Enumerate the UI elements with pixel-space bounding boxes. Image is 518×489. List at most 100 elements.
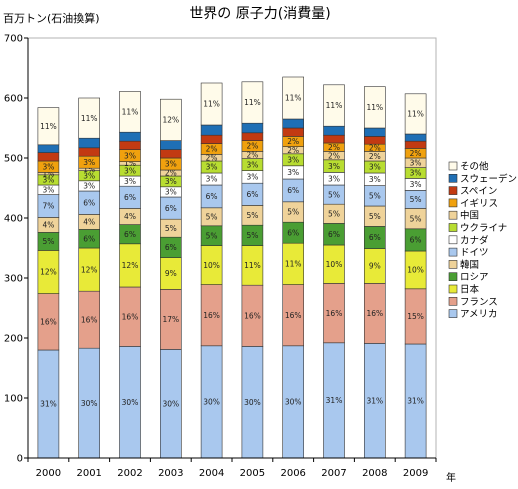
bar-segment bbox=[282, 76, 305, 120]
data-label: 3% bbox=[246, 160, 258, 169]
data-label: 3% bbox=[246, 173, 258, 182]
data-label: 11% bbox=[285, 260, 302, 269]
data-label: 7% bbox=[42, 202, 54, 211]
data-label: 5% bbox=[206, 231, 218, 240]
legend-swatch bbox=[448, 235, 458, 245]
x-axis-label: 年 bbox=[446, 471, 456, 484]
data-label: 5% bbox=[42, 237, 54, 246]
legend-swatch bbox=[448, 198, 458, 208]
data-label: 3% bbox=[83, 182, 95, 191]
data-label: 16% bbox=[203, 311, 220, 320]
x-tick-label: 2005 bbox=[240, 468, 265, 479]
data-label: 11% bbox=[122, 108, 139, 117]
data-label: 3% bbox=[287, 156, 299, 165]
data-label: 1% bbox=[83, 165, 95, 174]
y-tick-label: 300 bbox=[4, 274, 23, 285]
bar-segment bbox=[78, 147, 100, 157]
data-label: 4% bbox=[83, 218, 95, 227]
bar-segment bbox=[119, 140, 141, 150]
data-label: 11% bbox=[203, 100, 220, 109]
data-label: 6% bbox=[206, 192, 218, 201]
data-label: 9% bbox=[165, 269, 177, 278]
bar-segment bbox=[119, 91, 141, 133]
data-label: 11% bbox=[40, 122, 57, 131]
data-label: 11% bbox=[244, 261, 261, 270]
y-tick-label: 200 bbox=[4, 334, 23, 345]
data-label: 6% bbox=[165, 204, 177, 213]
bar-segment bbox=[282, 127, 305, 137]
data-label: 12% bbox=[40, 268, 57, 277]
bar-segment bbox=[37, 144, 60, 153]
legend-label: アメリカ bbox=[460, 309, 498, 320]
bar-segment bbox=[241, 132, 264, 141]
data-label: 31% bbox=[40, 400, 57, 409]
bar-segment bbox=[37, 152, 60, 162]
legend-swatch bbox=[448, 260, 458, 269]
y-tick-label: 700 bbox=[4, 34, 23, 45]
legend-swatch bbox=[448, 161, 458, 171]
data-label: 1% bbox=[42, 169, 54, 178]
data-label: 5% bbox=[369, 192, 381, 201]
data-label: 16% bbox=[326, 309, 343, 318]
data-label: 3% bbox=[287, 168, 299, 177]
data-label: 3% bbox=[206, 163, 218, 172]
legend-swatch bbox=[448, 223, 458, 232]
data-label: 5% bbox=[246, 211, 258, 220]
data-label: 5% bbox=[369, 212, 381, 221]
y-tick-label: 100 bbox=[4, 394, 23, 405]
data-label: 3% bbox=[369, 175, 381, 184]
bar-segment bbox=[323, 134, 345, 144]
data-label: 30% bbox=[122, 398, 139, 407]
legend-label: フランス bbox=[460, 297, 498, 308]
data-label: 16% bbox=[81, 315, 98, 324]
data-label: 6% bbox=[246, 190, 258, 199]
data-label: 3% bbox=[124, 166, 136, 175]
legend-swatch bbox=[448, 296, 458, 306]
data-label: 3% bbox=[165, 177, 177, 186]
bar-segment bbox=[404, 93, 427, 135]
legend-swatch bbox=[448, 272, 458, 282]
bar-segment bbox=[200, 82, 223, 126]
data-label: 5% bbox=[410, 214, 422, 223]
data-label: 3% bbox=[42, 186, 54, 195]
data-label: 10% bbox=[407, 266, 424, 275]
legend-label: イギリス bbox=[460, 198, 498, 209]
data-label: 6% bbox=[410, 236, 422, 245]
bar-segment bbox=[363, 136, 386, 145]
data-label: 3% bbox=[328, 162, 340, 171]
data-label: 3% bbox=[83, 171, 95, 180]
x-axis: 2000 2001 2002 2003 2004 2005 2006 2007 2008 2009 bbox=[27, 457, 437, 479]
y-tick-label: 500 bbox=[4, 154, 23, 165]
data-label: 16% bbox=[366, 309, 383, 318]
data-label: 17% bbox=[162, 315, 179, 324]
data-label: 16% bbox=[244, 312, 261, 321]
x-tick-label: 2003 bbox=[158, 468, 183, 479]
legend-swatch bbox=[448, 247, 458, 257]
data-label: 30% bbox=[81, 399, 98, 408]
data-label: 2% bbox=[328, 143, 340, 152]
data-label: 4% bbox=[124, 212, 136, 221]
bars: 31%16%12%5%4%7%3%3%1%3%11%30%16%12%6%4%6… bbox=[37, 76, 427, 459]
data-label: 2% bbox=[287, 146, 299, 155]
legend-swatch bbox=[448, 309, 458, 318]
data-label: 2% bbox=[410, 149, 422, 158]
bar-segment bbox=[363, 127, 386, 137]
data-label: 2% bbox=[328, 151, 340, 160]
data-label: 12% bbox=[81, 265, 98, 274]
legend-swatch bbox=[448, 210, 458, 220]
bar-segment bbox=[37, 107, 60, 146]
data-label: 1% bbox=[124, 159, 136, 168]
data-label: 6% bbox=[124, 230, 136, 239]
bar-segment bbox=[160, 140, 182, 150]
data-label: 6% bbox=[165, 243, 177, 252]
data-label: 10% bbox=[203, 261, 220, 270]
data-label: 5% bbox=[328, 210, 340, 219]
x-tick-label: 2006 bbox=[280, 468, 305, 479]
data-label: 3% bbox=[42, 176, 54, 185]
bar-segment bbox=[200, 124, 223, 136]
legend-swatch bbox=[448, 284, 458, 294]
data-label: 6% bbox=[83, 234, 95, 243]
x-tick-label: 2004 bbox=[199, 468, 224, 479]
bar-segment bbox=[241, 122, 264, 134]
